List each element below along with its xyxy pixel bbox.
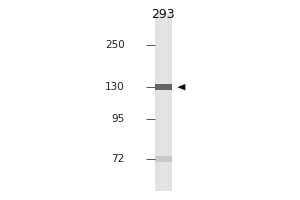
Bar bbox=[155, 84, 172, 90]
Text: 250: 250 bbox=[105, 40, 125, 50]
Text: 293: 293 bbox=[152, 8, 175, 21]
Polygon shape bbox=[177, 84, 185, 90]
Text: 72: 72 bbox=[112, 154, 125, 164]
Bar bbox=[155, 156, 172, 162]
Text: 95: 95 bbox=[112, 114, 125, 124]
Bar bbox=[155, 13, 172, 191]
Bar bbox=[160, 13, 167, 191]
Text: 130: 130 bbox=[105, 82, 125, 92]
